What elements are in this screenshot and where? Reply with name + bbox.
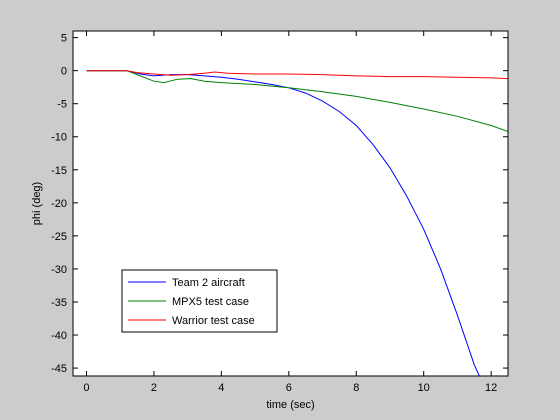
series-layer bbox=[86, 70, 508, 376]
x-axis-label: time (sec) bbox=[266, 399, 314, 411]
y-tick-label: -45 bbox=[51, 363, 67, 375]
x-tick-label: 8 bbox=[353, 382, 359, 394]
y-tick-label: -40 bbox=[51, 330, 67, 342]
legend-label: Team 2 aircraft bbox=[172, 277, 245, 289]
plot-frame bbox=[72, 30, 509, 377]
axis-layer: 0 2 4 6 8 10 12 5 0 -5 -10 -15 -20 -25 -30 -35 -40 -45 bbox=[51, 31, 508, 394]
legend-label: MPX5 test case bbox=[172, 296, 249, 308]
y-tick-label: -20 bbox=[51, 198, 67, 210]
x-tick-label: 10 bbox=[418, 382, 430, 394]
x-tick-label: 2 bbox=[151, 382, 157, 394]
y-tick-label: -10 bbox=[51, 132, 67, 144]
legend-label: Warrior test case bbox=[172, 315, 255, 327]
series-line-2 bbox=[86, 70, 508, 132]
y-tick-label: -30 bbox=[51, 264, 67, 276]
y-tick-label: -15 bbox=[51, 165, 67, 177]
x-tick-label: 12 bbox=[485, 382, 497, 394]
y-tick-label: -35 bbox=[51, 297, 67, 309]
series-line-3 bbox=[86, 70, 508, 80]
y-tick-label: 5 bbox=[61, 33, 67, 45]
x-tick-label: 4 bbox=[218, 382, 224, 394]
legend: Team 2 aircraft MPX5 test case Warrior tes… bbox=[121, 269, 278, 333]
x-tick-label: 6 bbox=[286, 382, 292, 394]
y-tick-label: 0 bbox=[61, 66, 67, 78]
x-tick-label: 0 bbox=[83, 382, 89, 394]
y-tick-label: -25 bbox=[51, 231, 67, 243]
y-tick-label: -5 bbox=[57, 99, 67, 111]
y-axis-label: phi (deg) bbox=[31, 182, 43, 225]
